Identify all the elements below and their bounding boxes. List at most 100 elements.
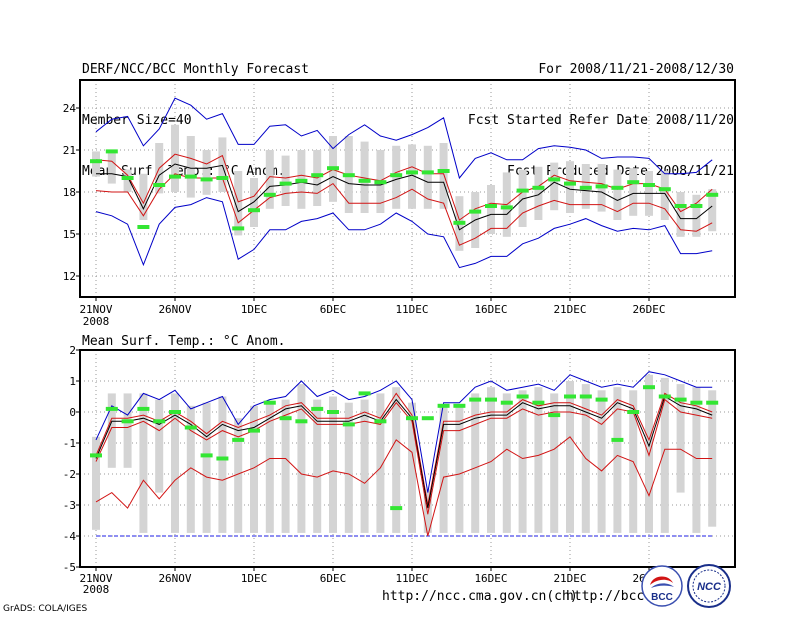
observed-marker — [564, 181, 576, 186]
ncc-url-link[interactable]: http://ncc.cma.gov.cn(ch) — [382, 589, 578, 604]
spread-box — [613, 387, 622, 533]
forecast-period: For 2008/11/21-2008/12/30 — [538, 62, 734, 77]
observed-marker — [406, 416, 418, 421]
observed-marker — [263, 400, 276, 405]
observed-marker — [579, 185, 592, 190]
x-tick-label: 21NOV — [79, 303, 112, 316]
x-year-label: 2008 — [83, 583, 110, 596]
spread-box — [629, 168, 638, 216]
observed-marker — [248, 208, 260, 213]
ncc-logo: NCC — [687, 564, 731, 608]
bcc-logo: BCC — [641, 565, 683, 607]
spread-box — [471, 393, 480, 533]
spread-box — [439, 143, 448, 209]
x-tick-label: 11DEC — [395, 572, 428, 585]
spread-box — [202, 150, 211, 195]
observed-marker — [342, 173, 355, 178]
y-tick-label: 12 — [63, 270, 76, 283]
ncc-logo-inner-ring — [692, 569, 726, 603]
observed-marker — [485, 204, 497, 208]
spread-box — [566, 161, 574, 213]
spread-box — [155, 399, 164, 493]
spread-box — [597, 390, 606, 533]
bcc-logo-text: BCC — [651, 592, 673, 603]
x-tick-label: 21DEC — [553, 303, 586, 316]
spread-box — [107, 393, 116, 468]
observed-marker — [658, 187, 671, 192]
series-mean-line — [95, 395, 713, 509]
observed-marker — [200, 453, 213, 458]
series-max-line — [95, 371, 713, 493]
series-max-line — [95, 97, 713, 180]
x-tick-label: 26NOV — [158, 572, 191, 585]
spread-box — [708, 189, 717, 232]
grads-credit: GrADS: COLA/IGES — [3, 604, 88, 614]
forecast-produced-date: Fcst Produced Date 2008/11/21 — [507, 164, 734, 179]
observed-marker — [153, 419, 166, 424]
observed-marker — [374, 180, 387, 185]
observed-marker — [137, 406, 150, 411]
observed-marker — [532, 400, 545, 405]
spread-box — [171, 124, 179, 192]
x-tick-label: 16DEC — [474, 303, 507, 316]
observed-marker — [358, 178, 371, 183]
y-tick-label: -4 — [63, 530, 77, 543]
observed-marker — [121, 419, 134, 424]
observed-marker — [516, 394, 529, 399]
observed-marker — [327, 166, 339, 171]
observed-marker — [500, 400, 513, 405]
observed-marker — [690, 204, 703, 208]
spread-box — [186, 405, 195, 533]
plot-frame — [79, 79, 736, 298]
spread-box — [186, 136, 195, 198]
ncc-logo-text: NCC — [697, 581, 722, 593]
spread-box — [566, 381, 574, 533]
observed-marker — [674, 204, 687, 208]
observed-marker — [406, 170, 418, 175]
x-tick-label: 16DEC — [474, 572, 507, 585]
x-tick-label: 1DEC — [241, 303, 268, 316]
series-mean-line — [96, 163, 713, 231]
y-tick-label: 21 — [63, 144, 76, 157]
spread-box — [392, 387, 401, 533]
spread-box — [360, 399, 369, 533]
observed-marker — [137, 225, 150, 229]
spread-box — [660, 377, 669, 533]
x-tick-label: 26DEC — [632, 303, 665, 316]
spread-box — [455, 405, 464, 533]
x-tick-label: 6DEC — [320, 572, 347, 585]
observed-marker — [374, 419, 387, 424]
observed-marker — [263, 192, 276, 197]
series-upper-line — [95, 153, 713, 221]
observed-marker — [279, 181, 292, 186]
observed-marker — [90, 453, 102, 458]
observed-marker — [105, 149, 118, 154]
spread-box — [676, 192, 685, 237]
observed-marker — [184, 425, 197, 430]
observed-marker — [485, 397, 497, 402]
spread-box — [123, 393, 132, 468]
spread-box — [660, 171, 669, 220]
observed-marker — [327, 410, 339, 414]
spread-box — [518, 390, 527, 533]
observed-marker — [564, 394, 576, 399]
series-lower-line — [95, 173, 713, 246]
observed-marker — [469, 397, 482, 402]
observed-marker — [453, 220, 466, 225]
observed-marker — [658, 394, 671, 399]
y-tick-label: -3 — [63, 499, 76, 512]
spread-box — [250, 405, 258, 533]
spread-box — [534, 387, 543, 533]
spread-box — [139, 173, 148, 220]
bcc-url-link[interactable]: http://bcc. — [566, 589, 653, 604]
spread-box — [487, 185, 495, 234]
observed-marker — [469, 209, 482, 214]
observed-marker — [627, 410, 640, 414]
observed-marker — [90, 159, 102, 164]
spread-box — [281, 155, 290, 206]
observed-marker — [611, 437, 624, 442]
y-tick-label: -1 — [63, 437, 76, 450]
observed-marker — [643, 385, 655, 390]
observed-marker — [579, 394, 592, 399]
